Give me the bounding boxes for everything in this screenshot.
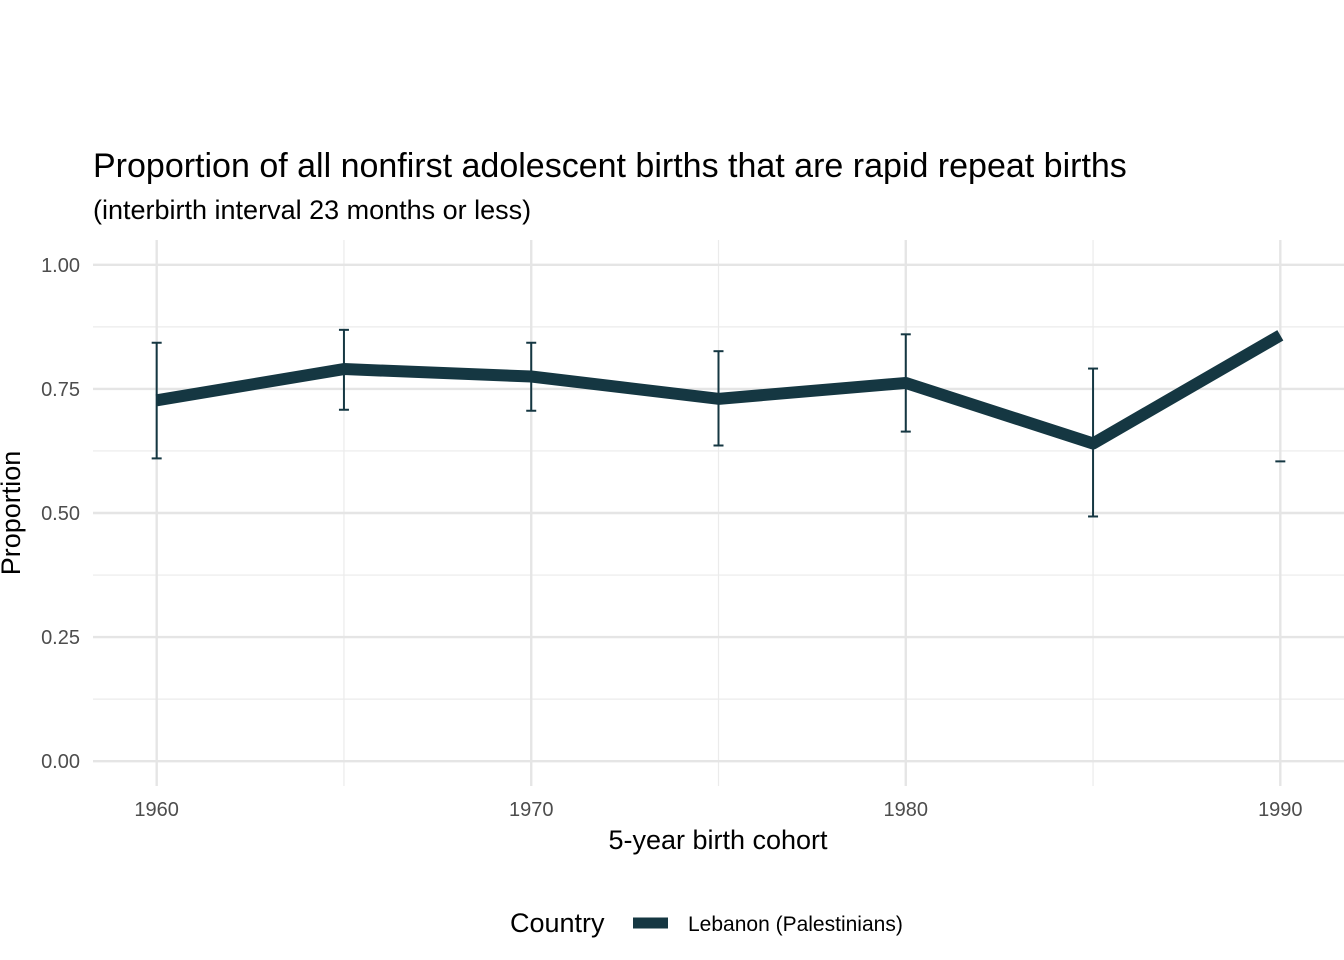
error-bar <box>151 341 162 460</box>
legend: Country Lebanon (Palestinians) <box>510 908 903 938</box>
y-tick-label: 1.00 <box>41 255 80 277</box>
series-line <box>155 330 1284 450</box>
grid <box>93 240 1344 786</box>
x-tick-label: 1970 <box>509 799 554 821</box>
y-tick-label: 0.50 <box>41 503 80 525</box>
chart-title: Proportion of all nonfirst adolescent bi… <box>93 147 1127 185</box>
series-lines <box>155 330 1284 450</box>
y-axis-title: Proportion <box>0 451 26 576</box>
axis-ticks: 0.00 0.25 0.50 0.75 1.00 1960 1970 1980 1990 <box>41 255 1303 821</box>
x-axis-title: 5-year birth cohort <box>608 825 828 855</box>
legend-label: Lebanon (Palestinians) <box>688 913 903 936</box>
y-tick-label: 0.25 <box>41 627 80 649</box>
error-bars <box>151 328 1286 518</box>
x-tick-label: 1980 <box>884 799 929 821</box>
chart-subtitle: (interbirth interval 23 months or less) <box>93 195 531 225</box>
y-tick-label: 0.75 <box>41 379 80 401</box>
x-tick-label: 1960 <box>134 799 179 821</box>
legend-title: Country <box>510 908 605 938</box>
x-tick-label: 1990 <box>1258 799 1303 821</box>
y-tick-label: 0.00 <box>41 751 80 773</box>
